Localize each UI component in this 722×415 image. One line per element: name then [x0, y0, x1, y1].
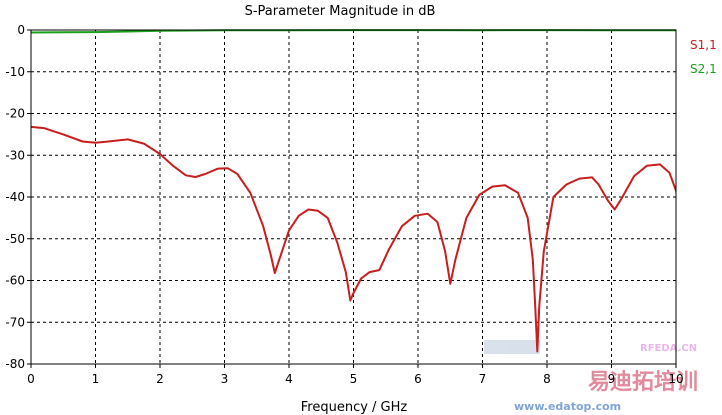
- x-tick-label: 10: [668, 372, 683, 386]
- x-tick-label: 3: [221, 372, 229, 386]
- y-tick-label: -70: [5, 315, 25, 329]
- x-tick-label: 1: [92, 372, 100, 386]
- watermark-cn-text: 易迪拓培训: [588, 369, 698, 395]
- x-axis-label: Frequency / GHz: [301, 400, 408, 415]
- x-tick-label: 0: [27, 372, 35, 386]
- y-tick-label: 0: [17, 23, 25, 37]
- watermark: RFEDA.CN 易迪拓培训 www.edatop.com: [484, 340, 698, 413]
- watermark-url: www.edatop.com: [514, 400, 621, 413]
- x-tick-label: 4: [285, 372, 293, 386]
- x-tick-label: 7: [479, 372, 487, 386]
- x-tick-label: 2: [156, 372, 164, 386]
- chart-series-layer: [31, 29, 676, 353]
- y-tick-label: -80: [5, 357, 25, 371]
- chart-grid: [31, 30, 676, 364]
- x-tick-label: 6: [414, 372, 422, 386]
- y-tick-label: -20: [5, 107, 25, 121]
- y-tick-label: -30: [5, 148, 25, 162]
- x-tick-label: 5: [350, 372, 358, 386]
- y-tick-label: -40: [5, 190, 25, 204]
- x-tick-label: 8: [543, 372, 551, 386]
- legend-entry-s1-1: S1,1: [690, 38, 717, 52]
- chart-legend: S1,1 S2,1: [690, 38, 717, 76]
- y-tick-label: -10: [5, 65, 25, 79]
- chart-title: S-Parameter Magnitude in dB: [245, 4, 436, 19]
- watermark-brand: RFEDA.CN: [640, 343, 697, 354]
- y-tick-label: -60: [5, 274, 25, 288]
- watermark-badge: [484, 340, 540, 354]
- y-tick-label: -50: [5, 232, 25, 246]
- y-axis-ticks: 0 -10 -20 -30 -40 -50 -60 -70 -80: [5, 23, 31, 371]
- x-tick-label: 9: [608, 372, 616, 386]
- x-axis-ticks: 0 1 2 3 4 5 6 7 8 9 10: [27, 364, 684, 386]
- legend-entry-s2-1: S2,1: [690, 62, 717, 76]
- series-line-s1-1: [31, 125, 676, 353]
